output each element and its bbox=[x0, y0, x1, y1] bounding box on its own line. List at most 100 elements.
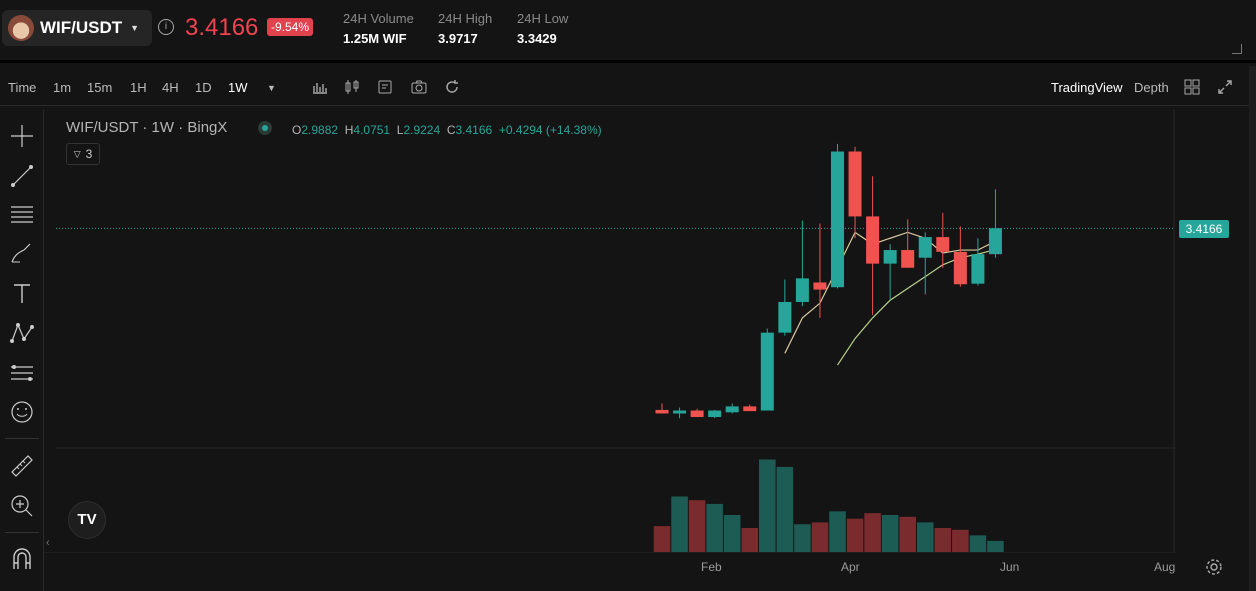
zoom-in-icon[interactable] bbox=[8, 492, 36, 520]
stat-low: 24H Low 3.3429 bbox=[517, 11, 568, 46]
ruler-icon[interactable] bbox=[8, 452, 36, 480]
emoji-icon[interactable] bbox=[8, 398, 36, 426]
ohlc-open-key: O bbox=[292, 123, 302, 137]
candle-body bbox=[655, 409, 669, 414]
interval-4h[interactable]: 4H bbox=[162, 80, 179, 95]
time-label[interactable]: Time bbox=[8, 80, 37, 95]
fib-icon[interactable] bbox=[8, 359, 36, 387]
fullscreen-icon[interactable] bbox=[1216, 78, 1234, 96]
horizontal-lines-icon[interactable] bbox=[8, 201, 36, 229]
ohlc-low: 2.9224 bbox=[403, 123, 441, 137]
resize-corner-icon[interactable] bbox=[1232, 44, 1242, 54]
interval-1m[interactable]: 1m bbox=[53, 80, 72, 95]
indicators-icon[interactable] bbox=[311, 78, 329, 96]
text-icon[interactable] bbox=[8, 280, 36, 308]
volume-bar bbox=[723, 515, 741, 552]
time-axis-label: Apr bbox=[841, 560, 860, 574]
price-chart[interactable]: 5.00004.00003.00002.00001.00000.000040M2… bbox=[56, 110, 1176, 552]
interval-dropdown-icon[interactable]: ▼ bbox=[267, 83, 276, 93]
candle-body bbox=[760, 332, 774, 411]
candle-body bbox=[953, 251, 967, 285]
info-icon[interactable]: i bbox=[158, 19, 174, 35]
candle-type-icon[interactable] bbox=[343, 78, 361, 96]
time-axis-label: Aug bbox=[1154, 560, 1175, 574]
candle-body bbox=[708, 410, 722, 418]
ma-slow-line bbox=[836, 248, 996, 366]
candle-body bbox=[936, 237, 950, 252]
stat-value: 3.3429 bbox=[517, 31, 557, 46]
reset-icon[interactable] bbox=[443, 78, 461, 96]
live-status-icon bbox=[258, 121, 272, 135]
candle-body bbox=[725, 406, 739, 413]
last-price-tag: 3.4166 bbox=[1179, 220, 1229, 238]
time-axis[interactable]: Feb Apr Jun Aug bbox=[0, 552, 1249, 591]
stat-high: 24H High 3.9717 bbox=[438, 11, 492, 46]
stat-value: 3.9717 bbox=[438, 31, 478, 46]
volume-bar bbox=[829, 511, 846, 552]
ohlc-high: 4.0751 bbox=[353, 123, 391, 137]
volume-bar bbox=[934, 527, 952, 552]
volume-bar bbox=[864, 513, 881, 552]
candle-body bbox=[778, 301, 792, 333]
candle-body bbox=[866, 216, 880, 264]
volume-bar bbox=[776, 466, 794, 552]
volume-bar bbox=[759, 459, 776, 552]
divider bbox=[0, 60, 1256, 63]
tradingview-logo[interactable]: TV bbox=[68, 501, 106, 539]
volume-bar bbox=[811, 522, 829, 552]
pair-selector[interactable]: WIF/USDT ▼ bbox=[2, 10, 152, 46]
tab-depth[interactable]: Depth bbox=[1134, 80, 1169, 95]
interval-1w[interactable]: 1W bbox=[228, 80, 248, 95]
stat-volume: 24H Volume 1.25M WIF bbox=[343, 11, 414, 46]
brush-icon[interactable] bbox=[8, 240, 36, 268]
candle-body bbox=[831, 151, 844, 288]
indicator-count: 3 bbox=[85, 147, 93, 161]
template-icon[interactable] bbox=[376, 78, 394, 96]
top-bar: WIF/USDT ▼ i 3.4166 -9.54% 24H Volume 1.… bbox=[0, 0, 1256, 58]
candle-body bbox=[901, 250, 915, 268]
volume-bar bbox=[688, 500, 706, 552]
chevron-down-icon: ▽ bbox=[73, 148, 81, 159]
drawing-toolbar bbox=[0, 110, 44, 591]
settings-gear-icon[interactable] bbox=[1205, 558, 1223, 576]
candle-body bbox=[690, 410, 704, 418]
candle-body bbox=[988, 228, 1002, 255]
candle-body bbox=[848, 151, 862, 217]
candle-body bbox=[971, 254, 985, 284]
interval-15m[interactable]: 15m bbox=[87, 80, 113, 95]
scrollbar[interactable] bbox=[1249, 66, 1256, 591]
ohlc-high-key: H bbox=[344, 123, 354, 137]
camera-icon[interactable] bbox=[410, 78, 428, 96]
interval-1h[interactable]: 1H bbox=[130, 80, 147, 95]
ohlc-low-key: L bbox=[396, 123, 404, 137]
trend-line-icon[interactable] bbox=[8, 162, 36, 190]
ohlc-close: 3.4166 bbox=[455, 123, 493, 137]
interval-1d[interactable]: 1D bbox=[195, 80, 212, 95]
stat-label: 24H High bbox=[438, 11, 493, 26]
time-axis-label: Feb bbox=[701, 560, 722, 574]
layout-grid-icon[interactable] bbox=[1183, 78, 1201, 96]
stat-label: 24H Volume bbox=[343, 11, 414, 26]
divider bbox=[5, 532, 39, 533]
volume-bar bbox=[671, 496, 688, 552]
pair-symbol: WIF/USDT bbox=[40, 18, 123, 37]
indicators-toggle[interactable]: ▽ 3 bbox=[66, 143, 100, 165]
collapse-toolbar-icon[interactable]: ‹ bbox=[46, 537, 50, 549]
coin-logo bbox=[8, 15, 34, 41]
ohlc-open: 2.9882 bbox=[301, 123, 339, 137]
tab-tradingview[interactable]: TradingView bbox=[1051, 80, 1123, 95]
ohlc-legend: O2.9882 H4.0751 L2.9224 C3.4166 +0.4294 … bbox=[292, 123, 602, 137]
caret-down-icon: ▼ bbox=[130, 23, 140, 33]
pattern-icon[interactable] bbox=[8, 319, 36, 347]
divider bbox=[5, 438, 39, 439]
crosshair-icon[interactable] bbox=[8, 122, 36, 150]
volume-bar bbox=[706, 503, 723, 552]
volume-bar bbox=[741, 527, 759, 552]
chart-legend-title: WIF/USDT · 1W · BingX bbox=[66, 119, 228, 136]
ohlc-close-key: C bbox=[446, 123, 456, 137]
magnet-icon[interactable] bbox=[8, 545, 36, 573]
volume-bar bbox=[881, 515, 899, 552]
volume-bar bbox=[969, 535, 987, 552]
volume-bar bbox=[987, 540, 1004, 552]
last-price: 3.4166 bbox=[185, 14, 259, 41]
